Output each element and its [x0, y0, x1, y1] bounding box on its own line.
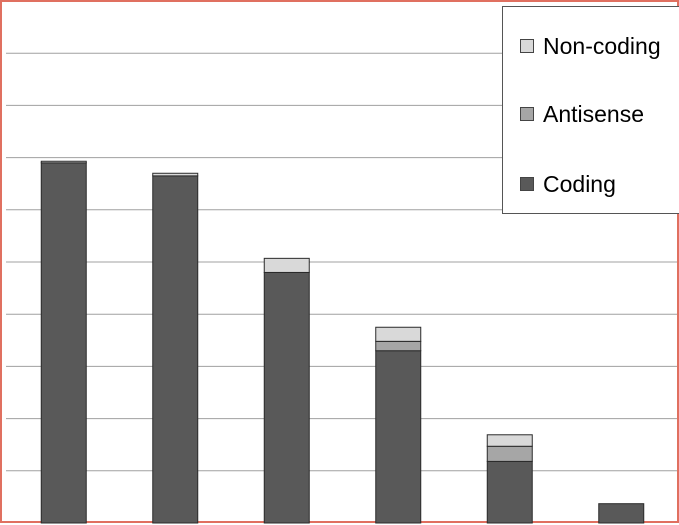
bar-segment-non-coding-4: [375, 326, 422, 342]
legend: Non-coding Antisense Coding: [502, 6, 679, 214]
bar-segment-coding-2: [152, 175, 199, 524]
legend-label-non-coding: Non-coding: [543, 32, 661, 59]
legend-swatch-antisense: [520, 107, 534, 121]
legend-label-coding: Coding: [543, 170, 616, 197]
gridlines: [6, 52, 677, 472]
bar-segment-coding-4: [375, 350, 422, 524]
bar-segment-antisense-5: [486, 445, 533, 462]
bar-segment-non-coding-5: [486, 434, 533, 447]
bar-segment-non-coding-1: [40, 160, 87, 164]
bars: [40, 160, 645, 524]
bar-segment-coding-5: [486, 460, 533, 524]
bar-segment-non-coding-2: [152, 172, 199, 177]
bar-segment-coding-1: [40, 162, 87, 524]
bar-segment-coding-3: [263, 271, 310, 524]
legend-swatch-coding: [520, 177, 534, 191]
bar-segment-antisense-4: [375, 340, 422, 352]
legend-swatch-non-coding: [520, 39, 534, 53]
legend-entry-coding: Coding: [520, 170, 616, 198]
bar-segment-coding-6: [598, 503, 645, 524]
bar-segment-non-coding-3: [263, 257, 310, 273]
legend-entry-non-coding: Non-coding: [520, 32, 661, 60]
legend-entry-antisense: Antisense: [520, 100, 644, 128]
legend-label-antisense: Antisense: [543, 100, 645, 127]
